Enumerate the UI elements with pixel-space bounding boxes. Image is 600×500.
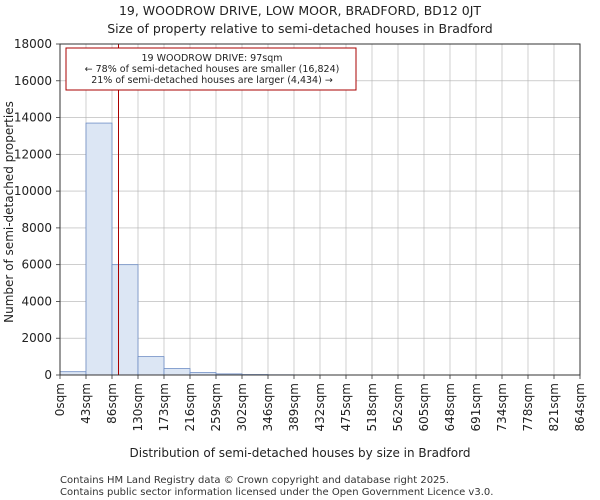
y-tick-label: 6000 [21,258,52,272]
x-tick-label-864sqm: 864sqm [573,383,587,431]
x-tick-label-778sqm: 778sqm [521,383,535,431]
x-tick-label-475sqm: 475sqm [339,383,353,431]
annotation-box [65,47,357,91]
chart-title-line-2: Size of property relative to semi-detach… [107,21,493,36]
y-tick-labels: 0 2000 4000 6000 8000 10000 12000 14000 16000 180… [14,37,60,382]
x-tick-label-346sqm: 346sqm [261,383,275,431]
x-tick-label-605sqm: 605sqm [417,383,431,431]
plot-frame [59,43,581,376]
x-tick-labels: 0sqm 43sqm 86sqm 130sqm 173sqm 216sqm 259sqm 30… [53,375,587,431]
x-tick-label-648sqm: 648sqm [443,383,457,431]
bar-130sqm [137,356,165,376]
y-tick-label: 18000 [14,37,52,51]
x-tick-label-691sqm: 691sqm [469,383,483,431]
x-tick-label-173sqm: 173sqm [157,383,171,431]
bar-173sqm [163,368,191,376]
chart-title-line-1: 19, WOODROW DRIVE, LOW MOOR, BRADFORD, B… [119,3,481,18]
x-tick-label-821sqm: 821sqm [547,383,561,431]
x-tick-label-389sqm: 389sqm [287,383,301,431]
bar-86sqm [111,264,139,376]
x-tick-label-216sqm: 216sqm [183,383,197,431]
x-tick-label-259sqm: 259sqm [209,383,223,431]
x-tick-label-734sqm: 734sqm [495,383,509,431]
y-axis-label: Number of semi-detached properties [2,101,16,323]
footer-line-2: Contains public sector information licen… [60,487,493,498]
annotation-line-2: ← 78% of semi-detached houses are smalle… [85,64,340,75]
x-tick-label-43sqm: 43sqm [79,383,93,424]
x-tick-label-0sqm: 0sqm [53,383,67,416]
y-tick-label: 12000 [14,147,52,161]
x-tick-label-562sqm: 562sqm [391,383,405,431]
x-tick-label-86sqm: 86sqm [105,383,119,424]
x-axis-label: Distribution of semi-detached houses by … [130,446,471,460]
bars-group [59,122,581,376]
x-tick-label-432sqm: 432sqm [313,383,327,431]
bar-43sqm [85,122,113,376]
x-tick-label-130sqm: 130sqm [131,383,145,431]
x-tick-label-518sqm: 518sqm [365,383,379,431]
y-tick-label: 4000 [21,294,52,308]
y-tick-label: 14000 [14,111,52,125]
y-tick-label: 8000 [21,221,52,235]
y-tick-label: 10000 [14,184,52,198]
y-tick-label: 16000 [14,74,52,88]
x-tick-label-302sqm: 302sqm [235,383,249,431]
footer-line-1: Contains HM Land Registry data © Crown c… [60,475,449,486]
y-tick-label: 0 [44,368,52,382]
y-tick-label: 2000 [21,331,52,345]
annotation-line-3: 21% of semi-detached houses are larger (… [91,75,333,86]
annotation-line-1: 19 WOODROW DRIVE: 97sqm [141,53,282,64]
